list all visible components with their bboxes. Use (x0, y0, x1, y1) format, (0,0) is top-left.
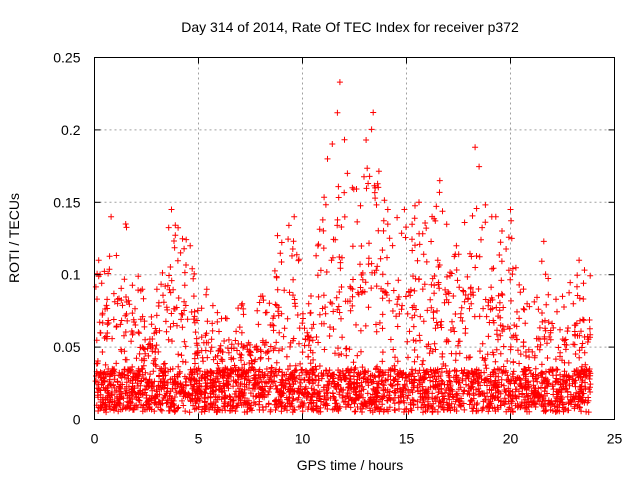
y-tick-label: 0.15 (53, 194, 80, 210)
y-tick-label: 0.05 (53, 339, 80, 355)
y-tick-label: 0.25 (53, 50, 80, 66)
y-tick-label: 0.2 (61, 122, 81, 138)
y-tick-label: 0.1 (61, 267, 81, 283)
x-tick-label: 10 (295, 431, 311, 447)
axis-ticks (94, 57, 615, 420)
x-axis-label: GPS time / hours (297, 457, 404, 473)
x-tick-label: 15 (399, 431, 415, 447)
y-tick-label: 0 (73, 412, 81, 428)
grid-lines (94, 57, 615, 420)
y-axis-label: ROTI / TECUs (6, 193, 22, 283)
x-tick-label: 5 (195, 431, 203, 447)
roti-points (92, 79, 594, 416)
data-points (92, 79, 594, 416)
x-tick-label: 0 (91, 431, 99, 447)
chart-title: Day 314 of 2014, Rate Of TEC Index for r… (181, 19, 519, 35)
x-tick-label: 25 (607, 431, 623, 447)
x-tick-label: 20 (503, 431, 519, 447)
plot-frame (94, 57, 615, 420)
tick-labels: 0 5 10 15 20 25 0 0.05 0.1 0.15 0.2 0.25 (53, 50, 622, 447)
